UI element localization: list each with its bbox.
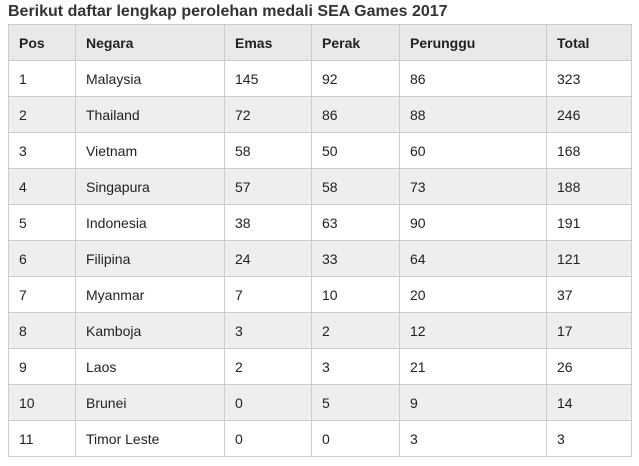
negara-cell: Malaysia (75, 60, 225, 97)
perak-cell: 63 (311, 204, 400, 241)
table-row: 10 Brunei 0 5 9 14 (8, 384, 632, 421)
negara-cell: Vietnam (75, 132, 225, 169)
table-row: 7 Myanmar 7 10 20 37 (8, 276, 632, 313)
table-row: 2 Thailand 72 86 88 246 (8, 96, 632, 133)
total-cell: 37 (546, 276, 632, 313)
perunggu-cell: 73 (399, 168, 547, 205)
perak-cell: 5 (311, 384, 400, 421)
table-row: 5 Indonesia 38 63 90 191 (8, 204, 632, 241)
table-row: 3 Vietnam 58 50 60 168 (8, 132, 632, 169)
emas-cell: 7 (224, 276, 312, 313)
emas-cell: 38 (224, 204, 312, 241)
perunggu-cell: 20 (399, 276, 547, 313)
header-emas: Emas (224, 24, 312, 61)
table-row: 11 Timor Leste 0 0 3 3 (8, 420, 632, 457)
negara-cell: Myanmar (75, 276, 225, 313)
header-negara: Negara (75, 24, 225, 61)
header-total: Total (546, 24, 632, 61)
perak-cell: 0 (311, 420, 400, 457)
total-cell: 14 (546, 384, 632, 421)
total-cell: 191 (546, 204, 632, 241)
negara-cell: Timor Leste (75, 420, 225, 457)
emas-cell: 0 (224, 420, 312, 457)
total-cell: 17 (546, 312, 632, 349)
perunggu-cell: 90 (399, 204, 547, 241)
perunggu-cell: 9 (399, 384, 547, 421)
emas-cell: 57 (224, 168, 312, 205)
perunggu-cell: 64 (399, 240, 547, 277)
total-cell: 188 (546, 168, 632, 205)
perak-cell: 92 (311, 60, 400, 97)
emas-cell: 2 (224, 348, 312, 385)
total-cell: 3 (546, 420, 632, 457)
total-cell: 323 (546, 60, 632, 97)
perunggu-cell: 12 (399, 312, 547, 349)
total-cell: 26 (546, 348, 632, 385)
pos-cell: 9 (8, 348, 76, 385)
perak-cell: 33 (311, 240, 400, 277)
header-pos: Pos (8, 24, 76, 61)
pos-cell: 8 (8, 312, 76, 349)
perunggu-cell: 3 (399, 420, 547, 457)
medal-table: Pos Negara Emas Perak Perunggu Total 1 Ma… (8, 24, 632, 457)
table-row: 9 Laos 2 3 21 26 (8, 348, 632, 385)
perak-cell: 86 (311, 96, 400, 133)
pos-cell: 7 (8, 276, 76, 313)
perunggu-cell: 60 (399, 132, 547, 169)
header-perak: Perak (311, 24, 400, 61)
emas-cell: 145 (224, 60, 312, 97)
table-row: 1 Malaysia 145 92 86 323 (8, 60, 632, 97)
perak-cell: 10 (311, 276, 400, 313)
total-cell: 168 (546, 132, 632, 169)
table-row: 8 Kamboja 3 2 12 17 (8, 312, 632, 349)
pos-cell: 5 (8, 204, 76, 241)
emas-cell: 24 (224, 240, 312, 277)
pos-cell: 6 (8, 240, 76, 277)
negara-cell: Laos (75, 348, 225, 385)
perunggu-cell: 21 (399, 348, 547, 385)
pos-cell: 10 (8, 384, 76, 421)
table-row: 4 Singapura 57 58 73 188 (8, 168, 632, 205)
perunggu-cell: 86 (399, 60, 547, 97)
negara-cell: Singapura (75, 168, 225, 205)
perak-cell: 2 (311, 312, 400, 349)
negara-cell: Filipina (75, 240, 225, 277)
emas-cell: 0 (224, 384, 312, 421)
negara-cell: Kamboja (75, 312, 225, 349)
emas-cell: 58 (224, 132, 312, 169)
emas-cell: 3 (224, 312, 312, 349)
perunggu-cell: 88 (399, 96, 547, 133)
negara-cell: Indonesia (75, 204, 225, 241)
page-title: Berikut daftar lengkap perolehan medali … (8, 3, 448, 20)
table-body: 1 Malaysia 145 92 86 323 2 Thailand 72 86 88 246 3 Vi… (8, 60, 632, 457)
perak-cell: 58 (311, 168, 400, 205)
table-row: 6 Filipina 24 33 64 121 (8, 240, 632, 277)
pos-cell: 3 (8, 132, 76, 169)
pos-cell: 2 (8, 96, 76, 133)
pos-cell: 1 (8, 60, 76, 97)
pos-cell: 4 (8, 168, 76, 205)
perak-cell: 50 (311, 132, 400, 169)
total-cell: 121 (546, 240, 632, 277)
table-header-row: Pos Negara Emas Perak Perunggu Total (8, 24, 632, 61)
pos-cell: 11 (8, 420, 76, 457)
perak-cell: 3 (311, 348, 400, 385)
negara-cell: Brunei (75, 384, 225, 421)
emas-cell: 72 (224, 96, 312, 133)
total-cell: 246 (546, 96, 632, 133)
negara-cell: Thailand (75, 96, 225, 133)
header-perunggu: Perunggu (399, 24, 547, 61)
